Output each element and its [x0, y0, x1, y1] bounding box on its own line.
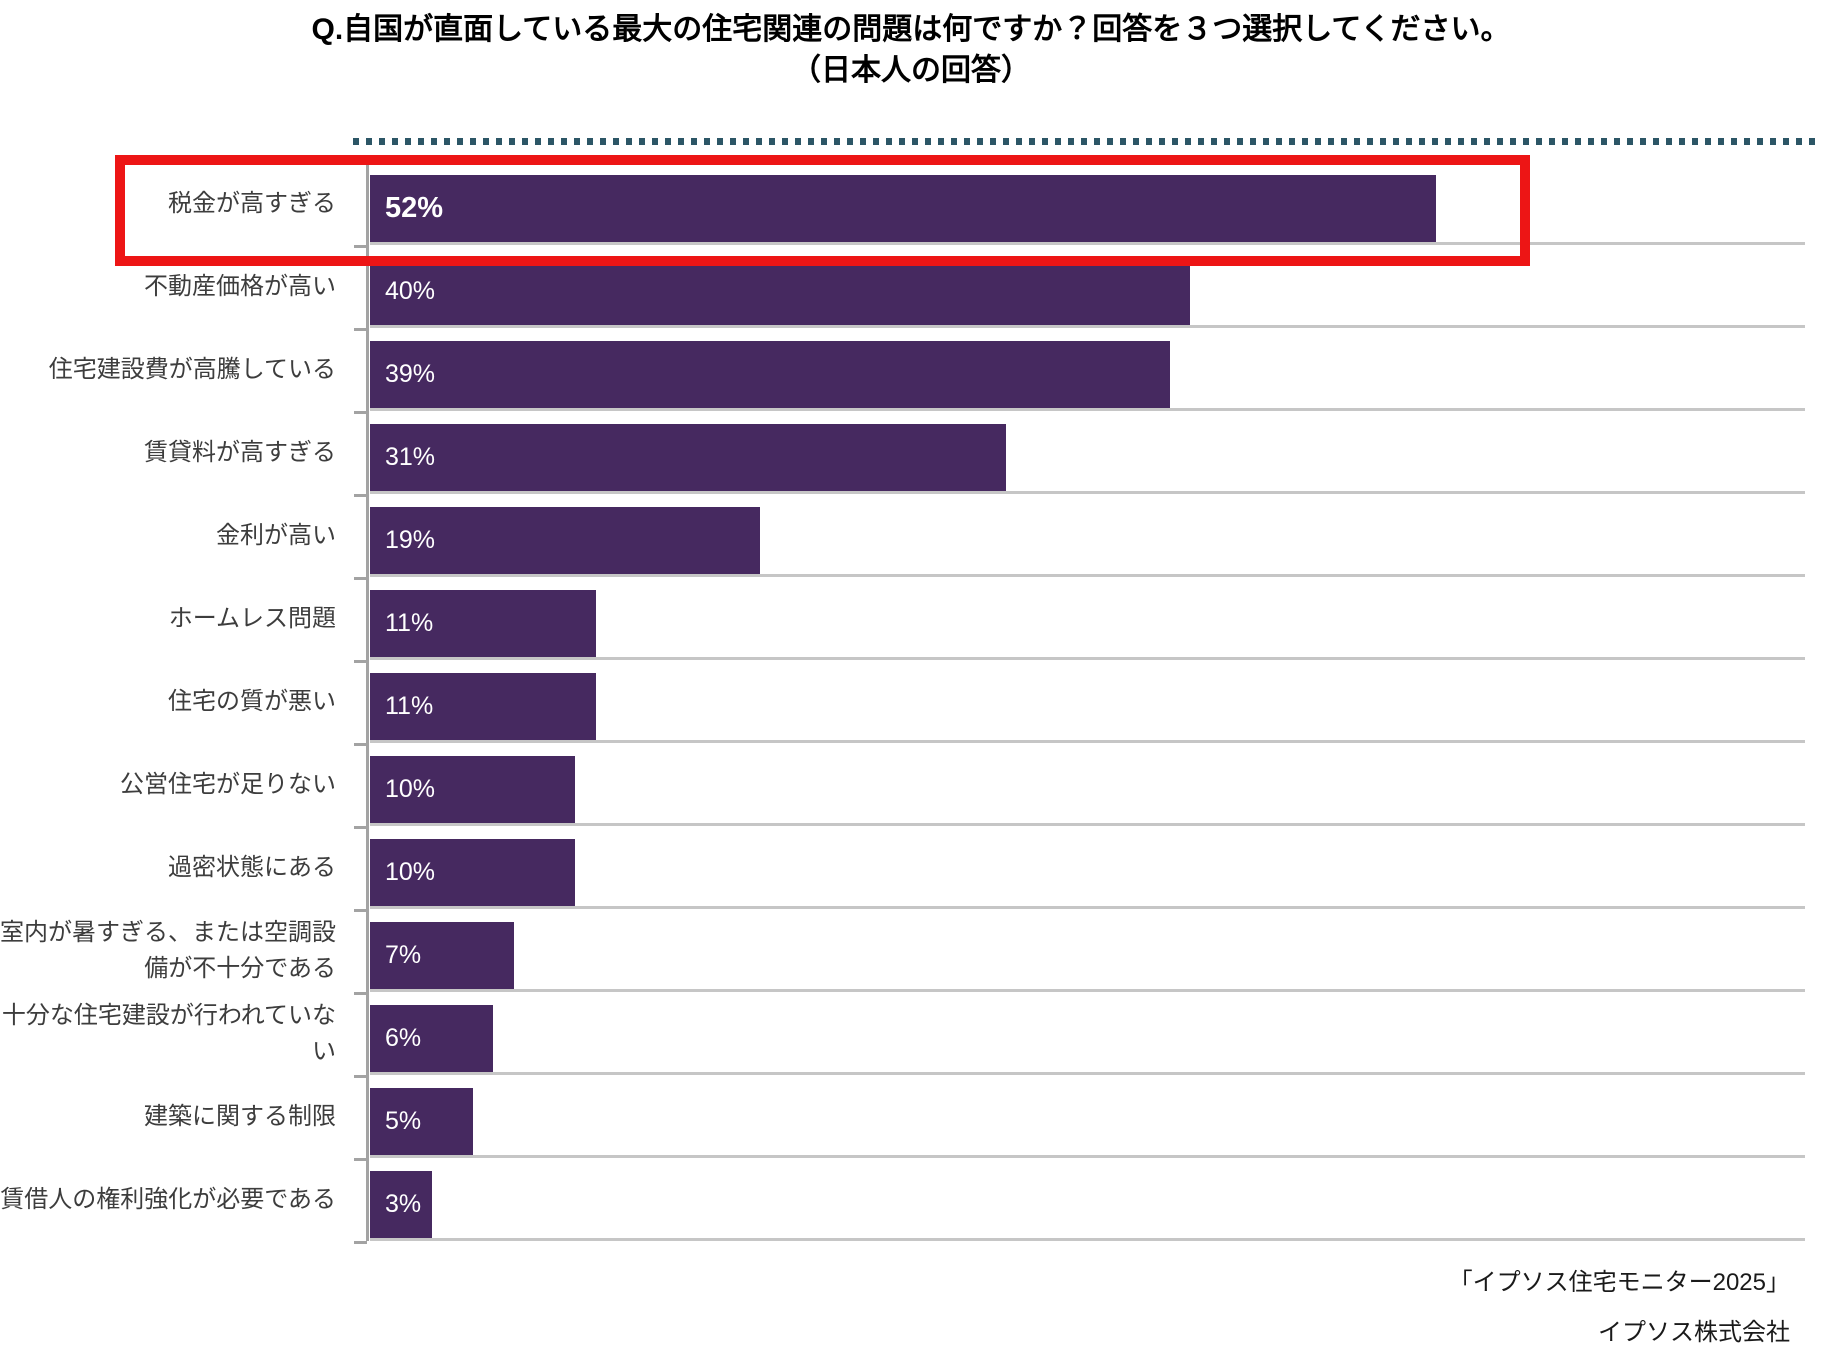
axis-tick — [354, 245, 367, 248]
category-label: 住宅建設費が高騰している — [48, 355, 336, 383]
plot-row: 19% — [370, 494, 1805, 577]
chart-title: Q.自国が直面している最大の住宅関連の問題は何ですか？回答を３つ選択してください… — [0, 10, 1822, 91]
bar: 10% — [370, 839, 575, 906]
axis-tick — [354, 577, 367, 580]
bar: 7% — [370, 922, 514, 989]
bar: 3% — [370, 1171, 432, 1238]
plot-row: 40% — [370, 245, 1805, 328]
chart-title-line2: （日本人の回答） — [791, 53, 1031, 87]
category-label: 室内が暑すぎる、または空調設備が不十分である — [0, 918, 336, 982]
category-label: 不動産価格が高い — [144, 272, 336, 300]
bar-value-label: 10% — [385, 858, 436, 886]
bar-value-label: 5% — [385, 1107, 422, 1135]
plot-row: 11% — [370, 577, 1805, 660]
category-label: 金利が高い — [216, 521, 336, 549]
chart-row: 公営住宅が足りない 10% — [0, 743, 1805, 826]
bar: 5% — [370, 1088, 473, 1155]
bar: 40% — [370, 258, 1190, 325]
bar-value-label: 3% — [385, 1190, 422, 1218]
category-axis-line — [366, 162, 369, 1241]
bar: 52% — [370, 175, 1436, 242]
chart-row: 金利が高い 19% — [0, 494, 1805, 577]
chart-row: 賃借人の権利強化が必要である 3% — [0, 1158, 1805, 1241]
plot-row: 10% — [370, 743, 1805, 826]
category-label: 税金が高すぎる — [168, 189, 336, 217]
chart-row: 十分な住宅建設が行われていない 6% — [0, 992, 1805, 1075]
chart-row: 税金が高すぎる 52% — [0, 162, 1805, 245]
plot-row: 39% — [370, 328, 1805, 411]
bar: 11% — [370, 673, 596, 740]
axis-tick — [354, 909, 367, 912]
company-note: イプソス株式会社 — [1598, 1319, 1790, 1346]
bar: 6% — [370, 1005, 493, 1072]
category-label: 公営住宅が足りない — [120, 770, 336, 798]
chart-row: 住宅の質が悪い 11% — [0, 660, 1805, 743]
axis-tick — [354, 992, 367, 995]
plot-row: 10% — [370, 826, 1805, 909]
chart-title-line1: Q.自国が直面している最大の住宅関連の問題は何ですか？回答を３つ選択してください… — [311, 13, 1511, 46]
axis-tick — [354, 1158, 367, 1161]
bar-value-label: 6% — [385, 1024, 422, 1052]
chart-row: 室内が暑すぎる、または空調設備が不十分である 7% — [0, 909, 1805, 992]
category-label: 十分な住宅建設が行われていない — [1, 1001, 336, 1065]
chart-row: 賃貸料が高すぎる 31% — [0, 411, 1805, 494]
bar: 10% — [370, 756, 575, 823]
plot-row: 6% — [370, 992, 1805, 1075]
plot-row: 3% — [370, 1158, 1805, 1241]
bar-value-label: 11% — [385, 692, 434, 720]
bar-chart-rows: 税金が高すぎる 52% 不動産価格が高い 40% 住宅建設費が高騰している 39% 賃貸料が… — [0, 162, 1805, 1241]
bar-value-label: 10% — [385, 775, 436, 803]
chart-row: ホームレス問題 11% — [0, 577, 1805, 660]
bar: 11% — [370, 590, 596, 657]
axis-tick — [354, 411, 367, 414]
plot-row: 5% — [370, 1075, 1805, 1158]
bar: 19% — [370, 507, 760, 574]
bar-value-label: 31% — [385, 443, 436, 471]
bar-value-label: 11% — [385, 609, 434, 637]
category-label: 賃借人の権利強化が必要である — [0, 1185, 336, 1213]
category-label: 賃貸料が高すぎる — [144, 438, 336, 466]
plot-row: 7% — [370, 909, 1805, 992]
axis-tick — [354, 743, 367, 746]
plot-row: 52% — [370, 162, 1805, 245]
category-label: 過密状態にある — [168, 853, 336, 881]
chart-row: 住宅建設費が高騰している 39% — [0, 328, 1805, 411]
category-label: 建築に関する制限 — [144, 1102, 336, 1130]
category-label: 住宅の質が悪い — [168, 687, 336, 715]
chart-row: 不動産価格が高い 40% — [0, 245, 1805, 328]
bar: 39% — [370, 341, 1170, 408]
plot-row: 11% — [370, 660, 1805, 743]
source-note: 「イプソス住宅モニター2025」 — [1448, 1269, 1790, 1296]
axis-tick — [354, 494, 367, 497]
bar: 31% — [370, 424, 1006, 491]
axis-tick — [354, 826, 367, 829]
bar-value-label: 52% — [385, 192, 444, 224]
top-dotted-divider — [353, 138, 1818, 145]
chart-row: 過密状態にある 10% — [0, 826, 1805, 909]
axis-tick — [354, 1075, 367, 1078]
axis-tick — [354, 1241, 367, 1244]
axis-tick — [354, 328, 367, 331]
bar-value-label: 40% — [385, 277, 436, 305]
bar-value-label: 7% — [385, 941, 422, 969]
axis-tick — [354, 660, 367, 663]
category-label: ホームレス問題 — [168, 604, 336, 632]
bar-value-label: 19% — [385, 526, 436, 554]
bar-value-label: 39% — [385, 360, 436, 388]
plot-row: 31% — [370, 411, 1805, 494]
chart-row: 建築に関する制限 5% — [0, 1075, 1805, 1158]
